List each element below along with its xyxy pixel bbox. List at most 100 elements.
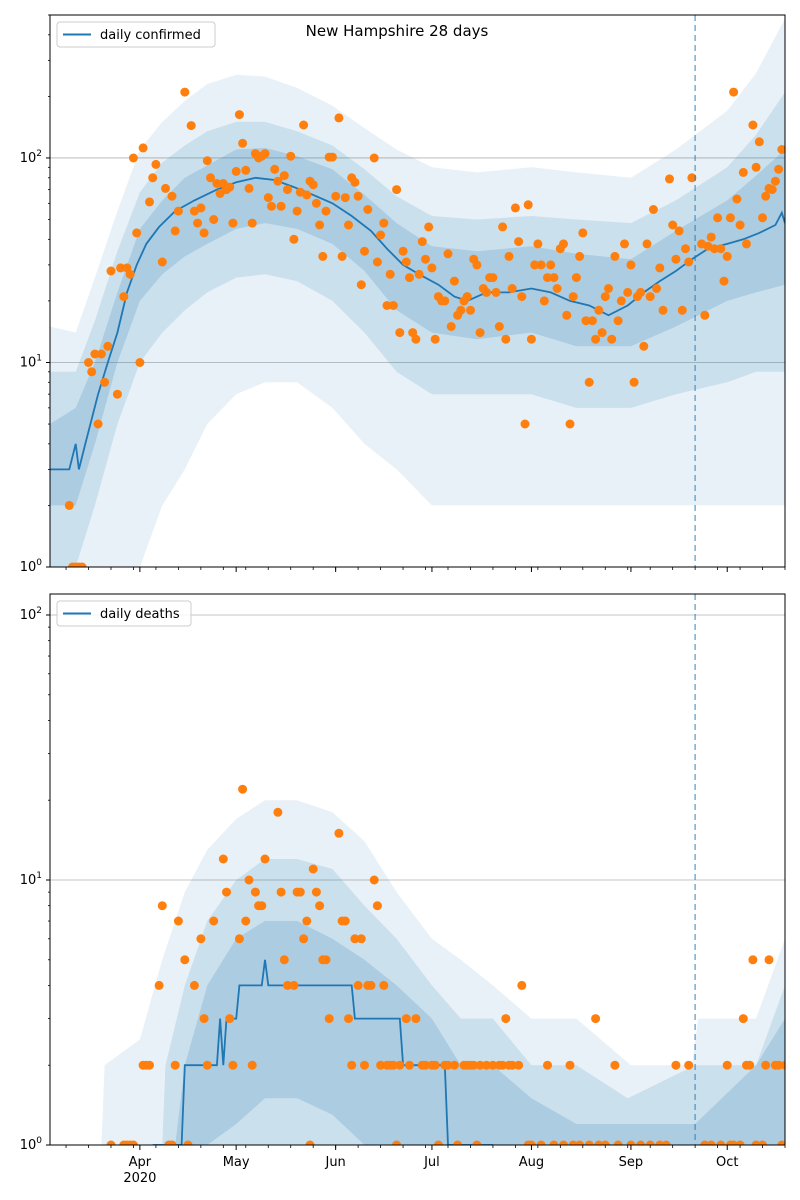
plot-area-0 (50, 15, 785, 567)
data-point-0-136 (526, 334, 536, 344)
data-point-0-204 (758, 213, 767, 223)
data-point-1-68 (392, 1140, 402, 1145)
data-point-1-67 (388, 1060, 398, 1070)
data-point-1-79 (443, 1060, 453, 1070)
data-point-0-23 (148, 173, 158, 183)
data-point-0-143 (549, 273, 559, 283)
data-point-0-163 (613, 316, 623, 326)
data-point-0-66 (299, 120, 309, 130)
y-tick-label-0-2: 102 (20, 149, 42, 166)
data-point-0-14 (116, 263, 126, 273)
data-point-0-162 (610, 251, 620, 261)
data-point-0-185 (687, 173, 697, 183)
data-point-1-58 (360, 1060, 369, 1070)
plot-area-1 (50, 594, 785, 1145)
x-tick-label-3: Jul (423, 1155, 440, 1170)
data-point-0-26 (161, 183, 170, 193)
data-point-0-191 (713, 213, 723, 223)
axes-frame-0 (49, 14, 786, 568)
data-point-1-11 (167, 1140, 177, 1145)
data-point-1-135 (774, 1060, 784, 1070)
data-point-1-56 (353, 980, 363, 990)
data-point-0-117 (466, 305, 475, 315)
data-point-0-209 (774, 164, 784, 174)
data-point-1-8 (154, 980, 164, 990)
data-point-0-134 (520, 419, 530, 429)
data-point-0-55 (263, 193, 273, 203)
data-point-0-165 (620, 239, 629, 249)
band-outer-0 (50, 18, 785, 567)
data-point-0-37 (206, 173, 215, 183)
data-point-0-119 (472, 260, 482, 270)
data-point-0-57 (270, 164, 280, 174)
data-point-0-90 (379, 218, 389, 228)
data-point-0-27 (167, 191, 177, 201)
data-point-0-142 (546, 260, 556, 270)
data-point-0-157 (594, 305, 604, 315)
data-point-0-18 (128, 153, 138, 163)
data-point-0-78 (337, 251, 347, 261)
data-point-1-92 (501, 1014, 511, 1024)
data-point-0-84 (356, 280, 366, 290)
y-tick-label-1-2: 102 (20, 606, 42, 623)
data-point-1-4 (128, 1140, 138, 1145)
data-point-0-155 (587, 316, 597, 326)
data-point-0-192 (716, 244, 726, 254)
data-point-0-122 (482, 287, 491, 297)
data-point-1-111 (613, 1140, 623, 1145)
data-point-0-198 (735, 220, 745, 230)
data-point-0-54 (260, 149, 270, 159)
data-point-1-12 (170, 1060, 180, 1070)
data-point-0-195 (725, 213, 735, 223)
data-point-1-57 (356, 934, 366, 944)
data-point-1-34 (273, 807, 283, 817)
data-point-0-112 (449, 276, 459, 286)
data-point-0-175 (652, 284, 662, 293)
legend-label-1: daily deaths (100, 607, 180, 622)
data-point-0-180 (671, 254, 681, 264)
data-point-1-18 (199, 1014, 209, 1024)
data-point-0-8 (93, 419, 103, 429)
data-point-0-33 (193, 218, 203, 228)
data-point-0-133 (517, 292, 527, 302)
data-point-1-20 (209, 916, 219, 926)
data-point-1-137 (780, 1060, 785, 1070)
data-point-0-205 (761, 191, 771, 201)
data-point-0-181 (674, 226, 684, 236)
data-point-0-194 (722, 251, 732, 261)
data-point-1-109 (600, 1140, 610, 1145)
data-point-1-128 (745, 1060, 755, 1070)
data-point-0-178 (665, 174, 674, 184)
data-point-0-203 (754, 137, 764, 147)
data-point-0-173 (645, 292, 655, 302)
data-point-1-114 (645, 1140, 655, 1145)
x-tick-label-6: Oct (716, 1155, 738, 1170)
data-point-1-35 (276, 887, 286, 897)
data-point-0-151 (575, 251, 585, 261)
data-point-1-64 (379, 980, 389, 990)
data-point-1-28 (244, 875, 254, 885)
data-point-1-61 (369, 875, 379, 885)
data-point-0-210 (777, 145, 785, 154)
data-point-0-200 (742, 239, 751, 249)
data-point-0-72 (318, 251, 328, 261)
data-point-1-91 (498, 1060, 508, 1070)
data-point-1-49 (324, 1014, 334, 1024)
data-point-1-40 (295, 887, 305, 897)
data-point-0-89 (376, 230, 386, 240)
data-point-1-107 (591, 1014, 601, 1024)
data-point-1-14 (180, 955, 190, 965)
data-point-0-75 (327, 152, 337, 162)
data-point-0-11 (103, 341, 113, 351)
data-point-1-21 (218, 854, 228, 864)
y-tick-label-1-0: 100 (20, 1136, 43, 1153)
data-point-0-7 (90, 349, 100, 359)
data-point-0-179 (668, 220, 678, 230)
data-point-0-149 (568, 292, 578, 302)
data-point-0-137 (530, 260, 540, 270)
data-point-0-38 (209, 215, 219, 224)
data-point-0-10 (100, 377, 110, 387)
data-point-0-109 (440, 296, 450, 306)
data-point-1-54 (347, 1060, 357, 1070)
data-point-0-71 (315, 220, 325, 230)
